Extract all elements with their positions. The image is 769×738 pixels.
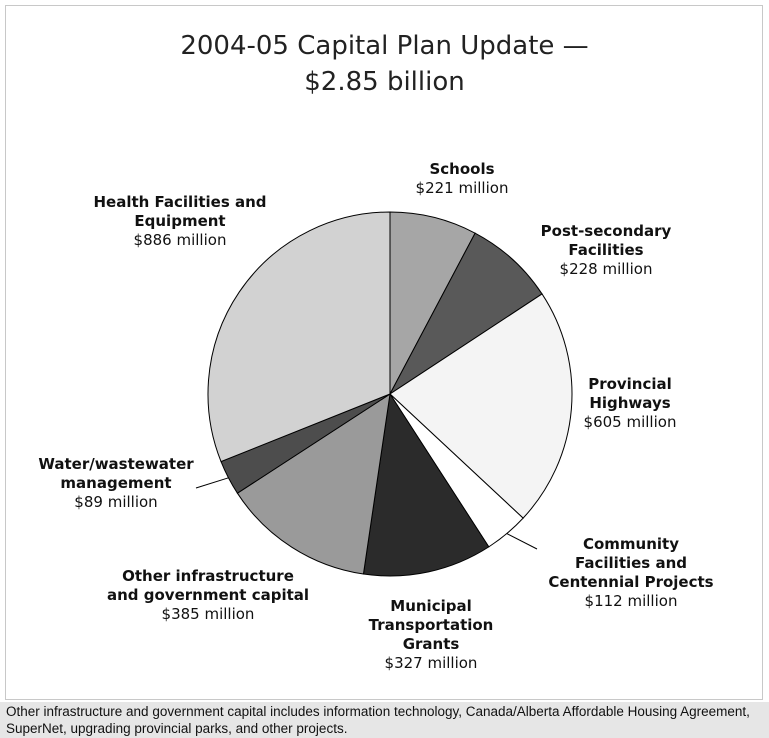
pie-slice-1 (389, 232, 543, 395)
chart-title: 2004-05 Capital Plan Update — $2.85 bill… (0, 28, 769, 100)
pie-slice-4 (362, 392, 490, 577)
slice-value: $605 million (583, 413, 677, 431)
slice-label-7: Health Facilities and Equipment $886 milli… (93, 193, 266, 250)
pie-slice-7 (207, 211, 391, 463)
footnote: Other infrastructure and government capi… (0, 702, 769, 738)
pie-chart (195, 211, 573, 577)
slice-name-line: Community (582, 535, 680, 553)
slice-name-line: Health Facilities and (93, 193, 267, 211)
slice-name-line: Provincial (588, 375, 672, 393)
slice-value: $221 million (415, 179, 509, 197)
slice-label-6: Water/wastewater management $89 million (38, 455, 193, 512)
community-leader-line (506, 533, 538, 550)
slice-name-line: Transportation (368, 616, 494, 634)
slice-name-line: and government capital (106, 586, 310, 604)
slice-label-1: Post-secondary Facilities $228 million (541, 222, 672, 279)
slice-value: $327 million (384, 654, 478, 672)
slice-name-line: Other infrastructure (122, 567, 294, 585)
slice-value: $89 million (74, 493, 158, 511)
slice-name-line: Centennial Projects (548, 573, 714, 591)
slice-name-line: Equipment (134, 212, 226, 230)
chart-title-line: 2004-05 Capital Plan Update — (180, 31, 589, 61)
slice-name-line: Post-secondary (540, 222, 672, 240)
slice-name-line: Water/wastewater (38, 455, 194, 473)
water-leader-line (195, 477, 229, 489)
slice-label-5: Other infrastructure and government capit… (107, 567, 309, 624)
slice-label-0: Schools $221 million (416, 160, 509, 198)
slice-name-line: management (60, 474, 172, 492)
slice-name-line: Facilities and (575, 554, 687, 572)
slice-value: $112 million (584, 592, 678, 610)
slice-value: $886 million (133, 231, 227, 249)
slice-name-line: Municipal (390, 597, 472, 615)
slice-name-line: Schools (429, 160, 495, 178)
slice-name-line: Highways (589, 394, 671, 412)
slice-name-line: Facilities (568, 241, 644, 259)
slice-value: $228 million (559, 260, 653, 278)
pie-slice-2 (389, 293, 573, 519)
slice-label-3: Community Facilities and Centennial Projec… (548, 535, 713, 611)
chart-subtitle: $2.85 billion (304, 67, 465, 97)
slice-name-line: Grants (402, 635, 460, 653)
slice-value: $385 million (161, 605, 255, 623)
pie-slice-5 (236, 392, 391, 575)
slice-label-2: Provincial Highways $605 million (584, 375, 677, 432)
slice-label-4: Municipal Transportation Grants $327 millio… (369, 597, 494, 673)
